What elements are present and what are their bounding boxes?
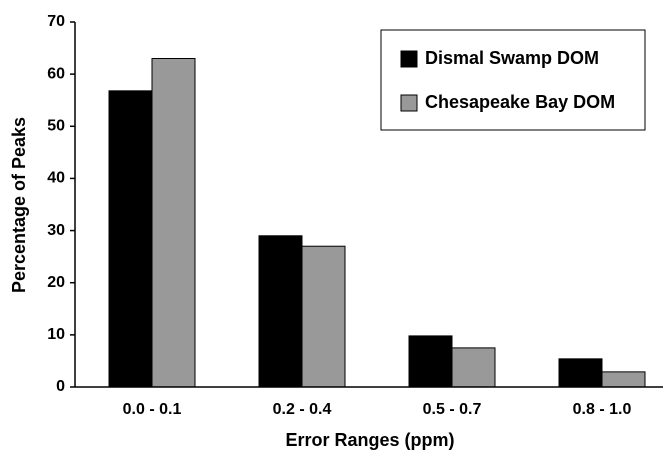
legend-swatch — [400, 50, 418, 68]
bar — [601, 371, 646, 388]
y-tick-label: 50 — [47, 118, 65, 135]
y-axis-label: Percentage of Peaks — [9, 117, 29, 293]
y-tick-label: 40 — [47, 170, 65, 187]
x-tick-label: 0.2 - 0.4 — [273, 401, 332, 418]
bar — [301, 245, 346, 388]
x-axis-label: Error Ranges (ppm) — [285, 430, 454, 450]
legend-label: Dismal Swamp DOM — [425, 48, 599, 68]
y-tick-label: 70 — [47, 13, 65, 30]
legend-swatch — [400, 94, 418, 112]
bar — [408, 335, 453, 388]
y-tick-label: 30 — [47, 222, 65, 239]
legend-label: Chesapeake Bay DOM — [425, 92, 615, 112]
bar — [258, 235, 303, 388]
y-tick-label: 20 — [47, 274, 65, 291]
bar — [451, 347, 496, 388]
x-tick-label: 0.8 - 1.0 — [573, 401, 632, 418]
bar — [108, 90, 153, 388]
bar — [558, 358, 603, 388]
y-tick-label: 0 — [56, 378, 65, 395]
legend-box — [380, 29, 646, 131]
bar — [151, 58, 196, 388]
x-tick-label: 0.0 - 0.1 — [123, 401, 182, 418]
y-tick-label: 10 — [47, 326, 65, 343]
y-tick-label: 60 — [47, 65, 65, 82]
x-tick-label: 0.5 - 0.7 — [423, 401, 482, 418]
